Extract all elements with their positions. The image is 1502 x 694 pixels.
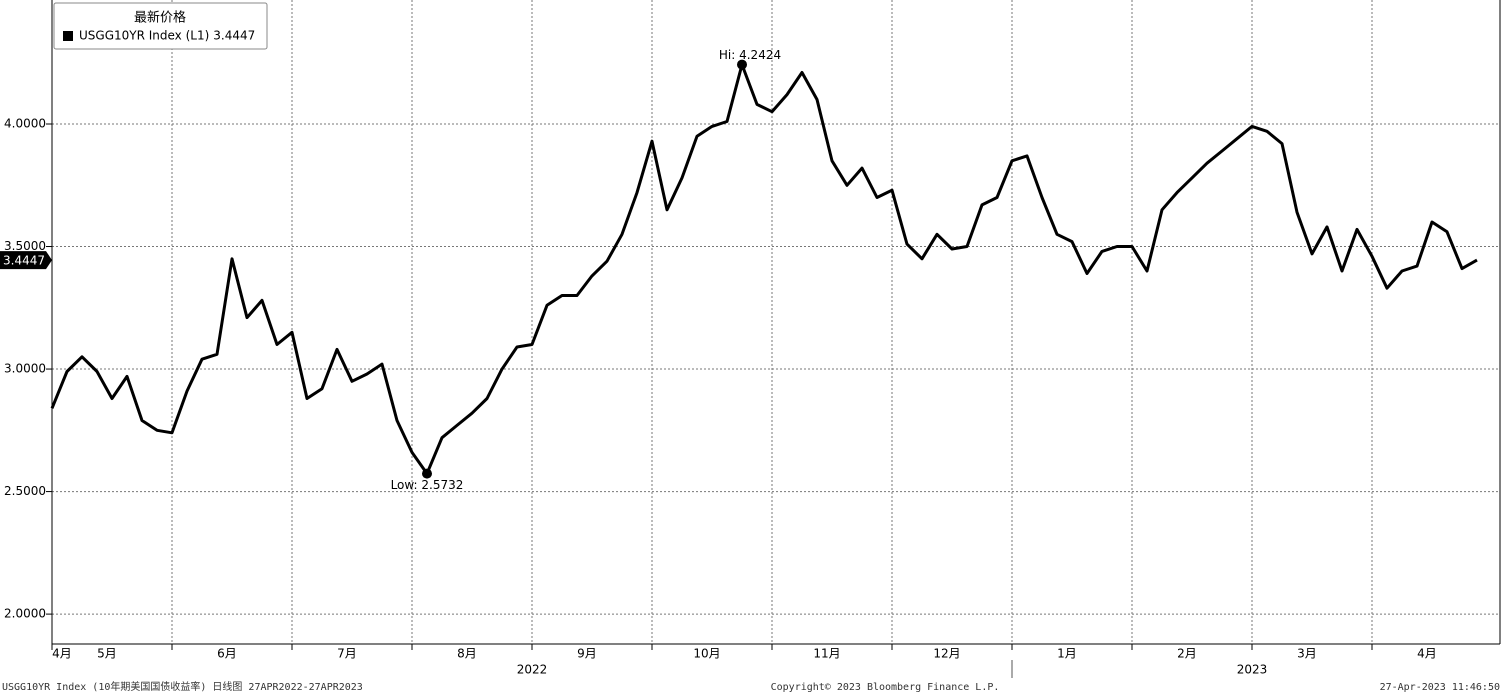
y-tick-label: 2.0000 — [4, 607, 46, 621]
x-tick-label: 11月 — [813, 647, 840, 661]
x-tick-label: 12月 — [933, 647, 960, 661]
x-tick-label: 7月 — [337, 647, 357, 661]
legend-value: 3.4447 — [213, 29, 255, 43]
low-label: Low: 2.5732 — [391, 478, 464, 492]
x-tick-label: 8月 — [457, 647, 477, 661]
last-value-label: 3.4447 — [3, 254, 45, 268]
plot: Hi: 4.2424 Low: 2.5732 — [50, 48, 1478, 492]
y-tick-label: 2.5000 — [4, 484, 46, 498]
high-marker — [737, 59, 747, 70]
x-tick-label: 4月 — [52, 647, 72, 661]
y-tick-label: 3.5000 — [4, 239, 46, 253]
legend-title: 最新价格 — [134, 10, 186, 26]
grid — [51, 0, 1500, 644]
x-tick-label: 3月 — [1297, 647, 1317, 661]
x-tick-label: 4月 — [1417, 647, 1437, 661]
year-label: 2022 — [517, 663, 548, 677]
y-tick-label: 3.0000 — [4, 362, 46, 376]
x-tick-label: 6月 — [217, 647, 237, 661]
year-label: 2023 — [1237, 663, 1268, 677]
footer-right: 27-Apr-2023 11:46:50 — [1380, 682, 1500, 693]
legend: 最新价格 USGG10YR Index (L1) 3.4447 — [53, 2, 268, 50]
y-tick-label: 4.0000 — [4, 116, 46, 130]
x-tick-label: 5月 — [97, 647, 117, 661]
x-tick-label: 2月 — [1177, 647, 1197, 661]
legend-swatch — [63, 31, 73, 41]
legend-label: USGG10YR Index (L1) — [79, 29, 209, 43]
x-tick-label: 9月 — [577, 647, 597, 661]
x-tick-label: 1月 — [1057, 647, 1077, 661]
high-label: Hi: 4.2424 — [719, 48, 781, 62]
legend-box — [53, 2, 268, 50]
series-line — [50, 63, 1478, 476]
x-tick-label: 10月 — [693, 647, 720, 661]
footer-left: USGG10YR Index (10年期美国国债收益率) 日线图 27APR20… — [2, 680, 363, 693]
footer-center: Copyright© 2023 Bloomberg Finance L.P. — [771, 682, 1000, 693]
last-value-tag — [0, 251, 52, 270]
low-marker — [422, 468, 432, 479]
